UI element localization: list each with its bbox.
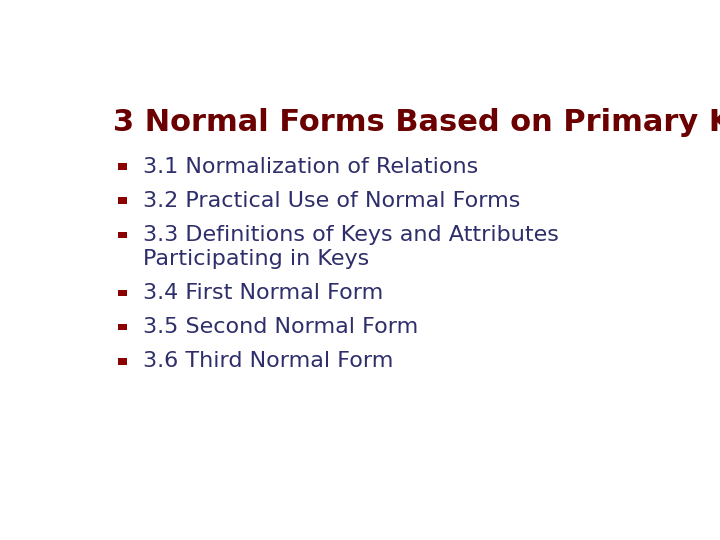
Text: 3.5 Second Normal Form: 3.5 Second Normal Form [143,317,418,337]
FancyBboxPatch shape [118,324,127,330]
FancyBboxPatch shape [118,358,127,365]
FancyBboxPatch shape [118,232,127,238]
Text: 3.3 Definitions of Keys and Attributes: 3.3 Definitions of Keys and Attributes [143,225,559,245]
FancyBboxPatch shape [118,163,127,170]
Text: 3.1 Normalization of Relations: 3.1 Normalization of Relations [143,157,478,177]
Text: Participating in Keys: Participating in Keys [143,249,369,269]
FancyBboxPatch shape [118,198,127,204]
Text: 3 Normal Forms Based on Primary Keys: 3 Normal Forms Based on Primary Keys [114,109,720,138]
Text: 3.6 Third Normal Form: 3.6 Third Normal Form [143,351,393,372]
Text: 3.2 Practical Use of Normal Forms: 3.2 Practical Use of Normal Forms [143,191,521,211]
FancyBboxPatch shape [118,290,127,296]
Text: 3.4 First Normal Form: 3.4 First Normal Form [143,283,383,303]
